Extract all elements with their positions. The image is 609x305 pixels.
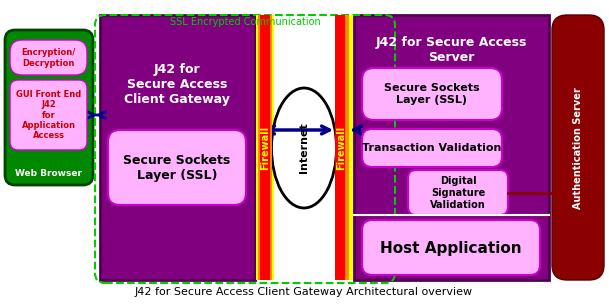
Text: Secure Sockets
Layer (SSL): Secure Sockets Layer (SSL) [124,154,231,182]
FancyBboxPatch shape [362,220,540,275]
Text: Authentication Server: Authentication Server [573,87,583,209]
Text: Transaction Validation: Transaction Validation [362,143,502,153]
Text: Secure Sockets
Layer (SSL): Secure Sockets Layer (SSL) [384,83,480,105]
Text: Firewall: Firewall [260,126,270,170]
Bar [335,15,349,280]
FancyBboxPatch shape [108,130,246,205]
Text: Host Application: Host Application [380,241,522,256]
FancyBboxPatch shape [362,129,502,167]
Text: Digital
Signature
Validation: Digital Signature Validation [430,176,486,210]
FancyBboxPatch shape [552,15,604,280]
Text: Firewall: Firewall [336,126,346,170]
FancyBboxPatch shape [408,170,508,215]
Text: J42 for
Secure Access
Client Gateway: J42 for Secure Access Client Gateway [124,63,230,106]
Bar [256,15,274,280]
Bar [335,15,345,280]
Text: Internet: Internet [299,123,309,173]
Text: J42 for Secure Access Client Gateway Architectural overview: J42 for Secure Access Client Gateway Arc… [135,287,473,297]
FancyBboxPatch shape [10,80,87,150]
Bar [260,15,270,280]
FancyBboxPatch shape [362,68,502,120]
Text: GUI Front End
J42
for
Application
Access: GUI Front End J42 for Application Access [16,90,81,140]
FancyBboxPatch shape [10,40,87,75]
Bar [335,15,353,280]
Bar [258,15,272,280]
Text: SSL Encrypted Communication: SSL Encrypted Communication [170,17,320,27]
Text: Encryption/
Decryption: Encryption/ Decryption [21,48,76,68]
FancyBboxPatch shape [5,30,93,185]
Bar [354,15,549,280]
Bar [100,15,255,280]
Text: Web Browser: Web Browser [15,168,82,178]
Ellipse shape [272,88,337,208]
Text: J42 for Secure Access
Server: J42 for Secure Access Server [375,36,527,64]
